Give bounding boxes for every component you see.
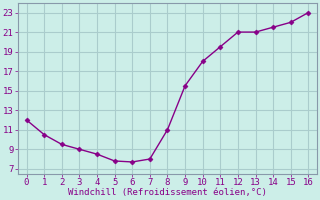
X-axis label: Windchill (Refroidissement éolien,°C): Windchill (Refroidissement éolien,°C)	[68, 188, 267, 197]
